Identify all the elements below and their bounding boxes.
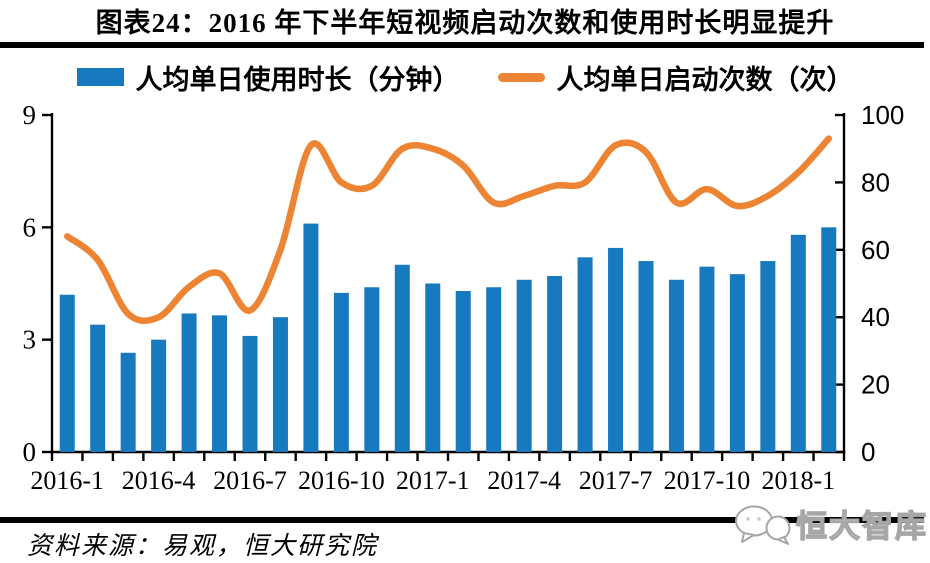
svg-text:0: 0 [23,437,37,467]
bar-2016-6 [212,315,228,452]
svg-text:2017-1: 2017-1 [396,466,470,495]
bar-2016-9 [303,223,319,452]
legend-line-swatch [497,72,545,82]
title-divider-rule [0,42,924,48]
bar-2017-9 [668,279,684,452]
svg-text:2016-4: 2016-4 [122,466,196,495]
svg-text:2017-10: 2017-10 [664,466,751,495]
bar-2018-1 [790,234,806,452]
svg-text:9: 9 [23,100,37,130]
legend-line-label: 人均单日启动次数（次） [556,64,854,95]
left-axis-labels: 0 3 6 9 [23,100,37,467]
speech-bubbles-icon [735,505,791,545]
bar-2017-1 [425,283,441,452]
x-axis-labels: 2016-1 2016-4 2016-7 2016-10 2017-1 2017-4 201… [30,466,835,495]
svg-text:2017-4: 2017-4 [487,466,561,495]
bar-2018-2 [821,227,837,452]
bar-2017-11 [729,274,745,452]
svg-text:6: 6 [23,212,37,242]
svg-text:80: 80 [861,167,890,197]
bar-2017-12 [760,261,776,452]
bar-2017-2 [455,290,471,452]
bar-2017-4 [516,279,532,452]
bar-2016-7 [242,335,258,452]
publisher-watermark: 恒大智库 [732,501,928,546]
bars-series [59,223,837,452]
bar-2017-6 [577,257,593,452]
footer-divider-rule [0,517,924,523]
chart-legend: 人均单日使用时长（分钟） 人均单日启动次数（次） [0,60,930,95]
bar-2017-7 [608,247,624,452]
bar-2016-12 [394,264,410,452]
bar-2017-3 [486,287,502,452]
bar-2016-10 [333,292,349,452]
svg-text:40: 40 [861,302,890,332]
legend-bar-label: 人均单日使用时长（分钟） [135,64,460,95]
chart-title: 图表24：2016 年下半年短视频启动次数和使用时长明显提升 [95,8,835,38]
svg-text:60: 60 [861,235,890,265]
publisher-watermark-text: 恒大智库 [795,508,928,544]
svg-text:100: 100 [861,100,904,130]
svg-text:20: 20 [861,370,890,400]
bar-2016-8 [272,317,288,452]
svg-text:0: 0 [861,437,875,467]
bar-2017-5 [547,276,563,452]
bar-2016-5 [181,313,197,452]
bar-2016-1 [59,294,75,452]
bar-2016-2 [90,324,106,452]
bar-2016-11 [364,287,380,452]
trend-line [63,135,833,325]
svg-text:2016-7: 2016-7 [213,466,287,495]
svg-text:2018-1: 2018-1 [761,466,835,495]
bar-2016-4 [151,339,167,452]
right-axis-labels: 0 20 40 60 80 100 [861,100,904,467]
svg-text:2016-10: 2016-10 [298,466,385,495]
svg-text:3: 3 [23,325,37,355]
svg-text:2017-7: 2017-7 [579,466,653,495]
legend-bar-swatch [76,68,124,86]
bar-2016-3 [120,352,136,452]
data-source-note: 资料来源：易观，恒大研究院 [27,533,379,560]
bar-2017-8 [638,261,654,452]
svg-text:2016-1: 2016-1 [30,466,104,495]
bar-2017-10 [699,266,715,452]
